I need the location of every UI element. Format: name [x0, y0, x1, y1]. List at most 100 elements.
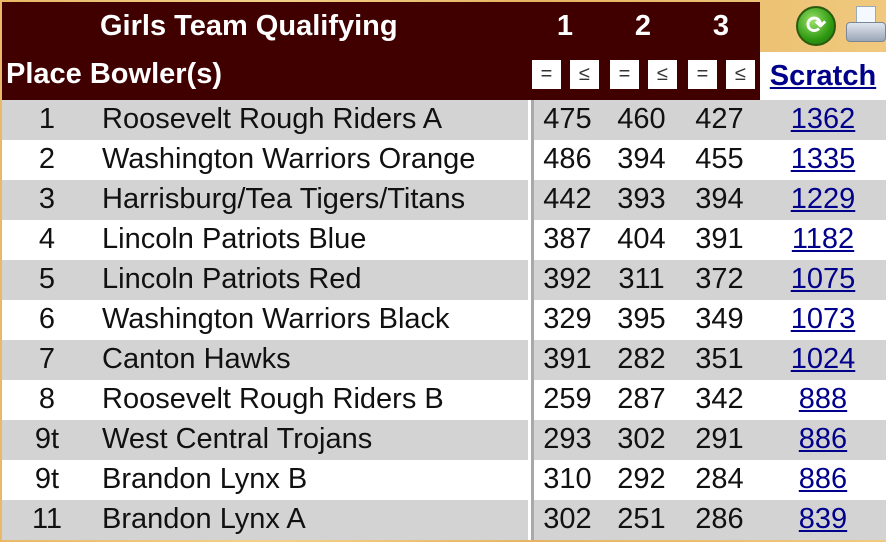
game-2-score: 282	[617, 343, 666, 375]
place: 6	[38, 303, 56, 335]
team-name: Washington Warriors Orange	[102, 143, 476, 175]
team-name: Brandon Lynx A	[102, 503, 306, 535]
game-3-sort-equal-button[interactable]: =	[688, 60, 717, 89]
scratch-total-link[interactable]: 1024	[790, 343, 856, 375]
table-row: 9t West Central Trojans 293 302 291 886	[2, 420, 886, 460]
scratch-total: 1075	[760, 263, 886, 296]
scratch-total-link[interactable]: 1073	[790, 303, 856, 335]
team-name: Roosevelt Rough Riders A	[102, 103, 443, 135]
game-2-header: 2	[634, 10, 652, 42]
game-2-score: 251	[617, 503, 666, 535]
game-1-score: 293	[543, 423, 592, 455]
game-2-score: 404	[617, 223, 666, 255]
game-2-score: 394	[617, 143, 666, 175]
game-3-score: 284	[695, 463, 744, 495]
scratch-total-link[interactable]: 839	[798, 503, 848, 535]
scratch-total-link[interactable]: 1182	[791, 223, 855, 255]
game-1-score: 329	[543, 303, 592, 335]
scratch-sort-link[interactable]: Scratch	[769, 60, 877, 92]
team-name: Canton Hawks	[102, 343, 291, 375]
table-row: 1 Roosevelt Rough Riders A 475 460 427 1…	[2, 100, 886, 140]
column-divider	[528, 100, 534, 540]
scratch-total: 886	[760, 463, 886, 496]
place: 1	[38, 103, 56, 135]
team-name: Brandon Lynx B	[102, 463, 308, 495]
game-2-sort-equal-button[interactable]: =	[610, 60, 639, 89]
scratch-total-link[interactable]: 1075	[790, 263, 856, 295]
game-1-score: 259	[543, 383, 592, 415]
toolbar-icons: ⟳	[760, 2, 886, 52]
scratch-total: 888	[760, 383, 886, 416]
game-3-score: 351	[695, 343, 744, 375]
place: 7	[38, 343, 56, 375]
game-3-score: 427	[695, 103, 744, 135]
game-1-score: 391	[543, 343, 592, 375]
table-row: 6 Washington Warriors Black 329 395 349 …	[2, 300, 886, 340]
place: 11	[31, 503, 63, 535]
table-row: 4 Lincoln Patriots Blue 387 404 391 1182	[2, 220, 886, 260]
game-1-score: 302	[543, 503, 592, 535]
refresh-icon[interactable]: ⟳	[796, 6, 836, 46]
game-1-header: 1	[556, 10, 574, 42]
place: 9t	[34, 423, 60, 455]
game-3-score: 291	[695, 423, 744, 455]
place: 5	[38, 263, 56, 295]
scratch-total-link[interactable]: 886	[798, 463, 848, 495]
printer-icon[interactable]	[846, 6, 886, 46]
scratch-total-link[interactable]: 888	[798, 383, 848, 415]
scratch-total-link[interactable]: 1229	[790, 183, 856, 215]
game-3-score: 455	[695, 143, 744, 175]
table-row: 7 Canton Hawks 391 282 351 1024	[2, 340, 886, 380]
place: 9t	[34, 463, 60, 495]
game-1-score: 486	[543, 143, 592, 175]
scratch-total: 1335	[760, 143, 886, 176]
game-1-score: 392	[543, 263, 592, 295]
game-2-score: 311	[618, 263, 665, 295]
bowler-header: Bowler(s)	[89, 58, 222, 90]
team-name: Harrisburg/Tea Tigers/Titans	[102, 183, 466, 215]
scratch-total-link[interactable]: 1362	[790, 103, 856, 135]
scratch-total: 839	[760, 503, 886, 536]
game-2-score: 292	[617, 463, 666, 495]
game-3-score: 372	[695, 263, 744, 295]
place-header: Place	[6, 58, 82, 90]
team-name: Lincoln Patriots Blue	[102, 223, 367, 255]
scratch-total: 1182	[760, 223, 886, 256]
place: 4	[38, 223, 56, 255]
scratch-total-link[interactable]: 1335	[790, 143, 856, 175]
table-row: 2 Washington Warriors Orange 486 394 455…	[2, 140, 886, 180]
game-3-sort-lte-button[interactable]: ≤	[726, 60, 755, 89]
scratch-total: 1024	[760, 343, 886, 376]
game-2-score: 287	[617, 383, 666, 415]
game-3-score: 394	[695, 183, 744, 215]
scratch-total: 886	[760, 423, 886, 456]
game-3-score: 286	[695, 503, 744, 535]
scratch-total: 1073	[760, 303, 886, 336]
game-2-score: 460	[617, 103, 666, 135]
table-title: Girls Team Qualifying	[100, 10, 398, 42]
place: 3	[38, 183, 56, 215]
table-header: Girls Team Qualifying 1 2 3 Place Bowler…	[2, 2, 760, 100]
table-row: 11 Brandon Lynx A 302 251 286 839	[2, 500, 886, 540]
game-2-score: 302	[617, 423, 666, 455]
place: 2	[38, 143, 56, 175]
team-name: Roosevelt Rough Riders B	[102, 383, 444, 415]
team-name: West Central Trojans	[102, 423, 373, 455]
scratch-header: Scratch	[760, 52, 886, 100]
table-row: 8 Roosevelt Rough Riders B 259 287 342 8…	[2, 380, 886, 420]
game-1-sort-lte-button[interactable]: ≤	[570, 60, 599, 89]
game-1-score: 475	[543, 103, 592, 135]
place: 8	[38, 383, 56, 415]
game-3-header: 3	[712, 10, 730, 42]
game-3-score: 342	[695, 383, 744, 415]
team-name: Washington Warriors Black	[102, 303, 450, 335]
game-2-sort-lte-button[interactable]: ≤	[648, 60, 677, 89]
table-row: 3 Harrisburg/Tea Tigers/Titans 442 393 3…	[2, 180, 886, 220]
game-1-score: 442	[543, 183, 592, 215]
table-row: 9t Brandon Lynx B 310 292 284 886	[2, 460, 886, 500]
game-3-score: 349	[695, 303, 744, 335]
scratch-total: 1229	[760, 183, 886, 216]
game-1-sort-equal-button[interactable]: =	[532, 60, 561, 89]
scratch-total-link[interactable]: 886	[798, 423, 848, 455]
